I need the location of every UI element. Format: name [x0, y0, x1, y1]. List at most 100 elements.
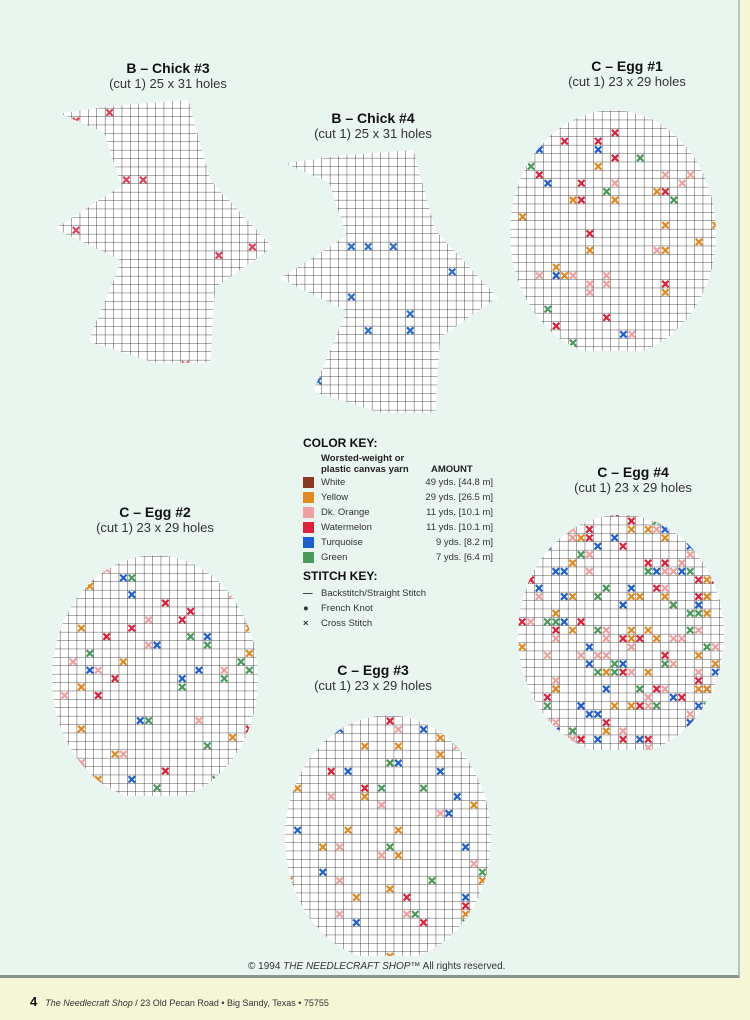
- stitch-mark: [560, 592, 569, 601]
- stitch-mark: [518, 542, 527, 551]
- stitch-mark: [377, 801, 386, 809]
- stitch-mark: [551, 676, 560, 685]
- stitch-mark: [127, 573, 136, 582]
- stitch-mark: [111, 750, 119, 759]
- stitch-mark: [552, 263, 561, 272]
- stitch-mark: [486, 725, 491, 734]
- stitch-mark: [377, 784, 386, 793]
- stitch-mark: [677, 567, 686, 576]
- stitch-mark: [677, 517, 686, 525]
- stitch-mark: [719, 710, 724, 719]
- stitch-mark: [577, 533, 585, 542]
- stitch-mark: [694, 609, 703, 618]
- page-footer: 4 The Needlecraft Shop / 23 Old Pecan Roa…: [30, 994, 329, 1009]
- color-swatch: [303, 522, 314, 533]
- chick4-chart: [280, 150, 498, 413]
- stitch-mark: [619, 659, 627, 668]
- stitch-mark: [470, 801, 478, 809]
- stitch-mark: [560, 517, 569, 525]
- stitch-mark: [195, 792, 203, 796]
- stitch-mark: [461, 901, 470, 910]
- stitch-mark: [661, 187, 670, 196]
- stitch-mark: [560, 517, 569, 525]
- stitch-mark: [627, 515, 636, 517]
- stitch-mark: [69, 657, 77, 666]
- stitch-mark: [652, 567, 661, 576]
- color-swatch: [303, 552, 314, 563]
- color-key: COLOR KEY: Worsted-weight or plastic can…: [303, 436, 493, 629]
- stitch-mark: [318, 943, 327, 952]
- stitch-mark: [594, 137, 603, 146]
- stitch-mark: [352, 893, 361, 902]
- stitch-mark: [593, 668, 602, 677]
- stitch-mark: [436, 809, 445, 818]
- stitch-mark: [661, 288, 670, 297]
- stitch-mark: [703, 305, 712, 314]
- stitch-mark: [560, 271, 569, 280]
- stitch-mark: [677, 559, 686, 567]
- stitch-mark: [186, 632, 195, 641]
- stitch-mark: [619, 735, 627, 744]
- stitch-mark: [644, 525, 653, 534]
- stitch-mark: [560, 137, 569, 146]
- stitch-mark: [461, 943, 470, 952]
- stitch-mark: [568, 533, 577, 542]
- stitch-mark: [577, 179, 586, 188]
- stitch-mark: [253, 750, 258, 759]
- stitch-mark: [535, 170, 544, 179]
- stitch-mark: [543, 701, 552, 710]
- stitch-mark: [661, 685, 669, 693]
- stitch-mark: [237, 657, 245, 666]
- stitch-mark: [611, 179, 619, 188]
- stitch-mark: [677, 525, 686, 534]
- stitch-mark: [719, 559, 724, 567]
- stitch-mark: [527, 162, 535, 171]
- stitch-mark: [644, 668, 653, 677]
- stitch-mark: [711, 668, 720, 677]
- stitch-mark: [419, 784, 428, 793]
- stitch-mark: [669, 634, 678, 643]
- stitch-mark: [551, 718, 560, 727]
- stitch-mark: [473, 150, 482, 159]
- stitch-mark: [535, 542, 543, 551]
- stitch-mark: [661, 221, 670, 230]
- stitch-mark: [711, 575, 720, 584]
- stitch-mark: [671, 96, 677, 102]
- stitch-mark: [288, 251, 297, 259]
- stitch-mark: [627, 701, 636, 710]
- stitch-mark: [644, 735, 653, 744]
- stitch-mark: [585, 110, 594, 112]
- stitch-mark: [585, 229, 594, 238]
- stitch-mark: [661, 592, 669, 601]
- stitch-mark: [703, 110, 712, 112]
- stitch-mark: [619, 542, 627, 551]
- stitch-mark: [552, 271, 561, 280]
- stitch-key-item: — Backstitch/Straight Stitch: [303, 588, 427, 599]
- stitch-mark: [585, 533, 594, 542]
- stitch-mark: [694, 575, 703, 584]
- stitch-mark: [527, 501, 533, 507]
- stitch-mark: [518, 643, 527, 651]
- stitch-mark: [543, 305, 552, 314]
- stitch-mark: [510, 322, 519, 330]
- stitch-mark: [85, 573, 94, 582]
- stitch-mark: [694, 676, 703, 685]
- egg3-chart: [285, 715, 491, 956]
- stitch-mark: [448, 267, 457, 276]
- stitch-key-item: ● French Knot: [303, 603, 373, 614]
- stitch-mark: [402, 893, 411, 902]
- stitch-mark: [593, 735, 602, 744]
- color-key-item: Yellow 29 yds. [26.5 m]: [303, 490, 493, 505]
- stitch-mark: [661, 280, 670, 288]
- stitch-mark: [178, 674, 187, 683]
- stitch-mark: [635, 634, 644, 643]
- stitch-mark: [551, 634, 560, 643]
- stitch-mark: [585, 710, 594, 719]
- stitch-mark: [344, 767, 352, 776]
- stitch-mark: [585, 246, 594, 255]
- stitch-mark: [85, 573, 94, 582]
- stitch-mark: [569, 271, 577, 280]
- stitch-mark: [527, 501, 533, 507]
- stitch-mark: [386, 759, 394, 767]
- stitch-mark: [610, 701, 619, 710]
